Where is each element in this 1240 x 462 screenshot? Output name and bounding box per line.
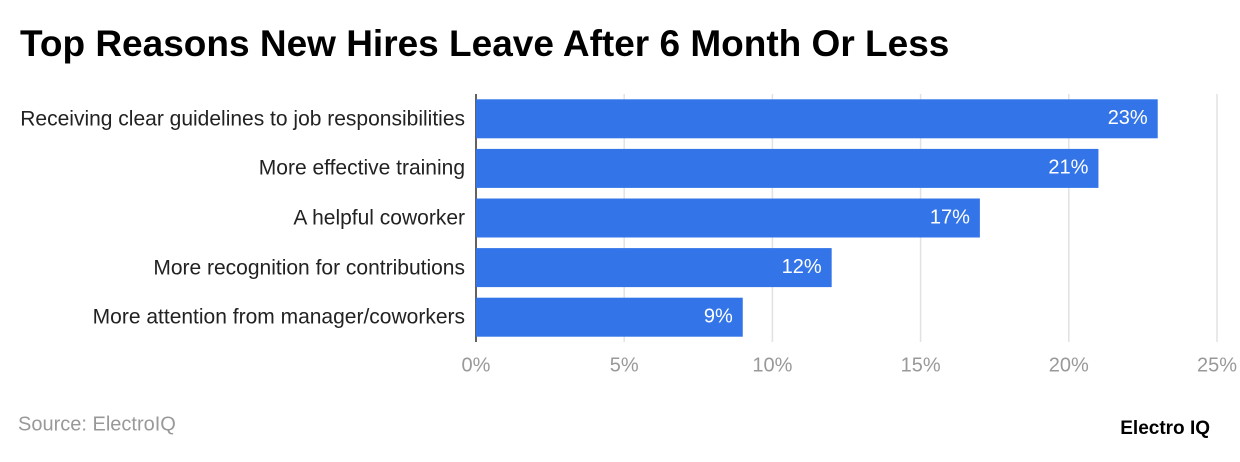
value-label: 21% — [1048, 157, 1088, 179]
bar — [476, 248, 832, 288]
x-tick-label: 10% — [752, 354, 792, 376]
y-tick-label: More effective training — [258, 156, 465, 180]
value-label: 23% — [1108, 107, 1148, 129]
bar — [476, 99, 1158, 139]
bar — [476, 297, 743, 337]
brand-logo: Electro IQ — [1120, 418, 1210, 439]
y-tick-label: Receiving clear guidelines to job respon… — [20, 107, 465, 131]
x-tick-label: 20% — [1049, 354, 1089, 376]
chart-title: Top Reasons New Hires Leave After 6 Mont… — [20, 23, 949, 64]
y-tick-label: More recognition for contributions — [153, 256, 465, 280]
value-label: 17% — [930, 206, 970, 228]
value-label: 12% — [782, 256, 822, 278]
bar — [476, 148, 1099, 188]
y-tick-label: More attention from manager/coworkers — [92, 305, 465, 329]
source: Source: ElectroIQ — [18, 413, 176, 435]
y-tick-label: A helpful coworker — [293, 206, 465, 230]
x-tick-label: 25% — [1197, 354, 1237, 376]
x-tick-label: 0% — [462, 354, 491, 376]
x-tick-label: 5% — [610, 354, 639, 376]
value-label: 9% — [704, 305, 733, 327]
bar — [476, 198, 980, 238]
x-tick-label: 15% — [901, 354, 941, 376]
